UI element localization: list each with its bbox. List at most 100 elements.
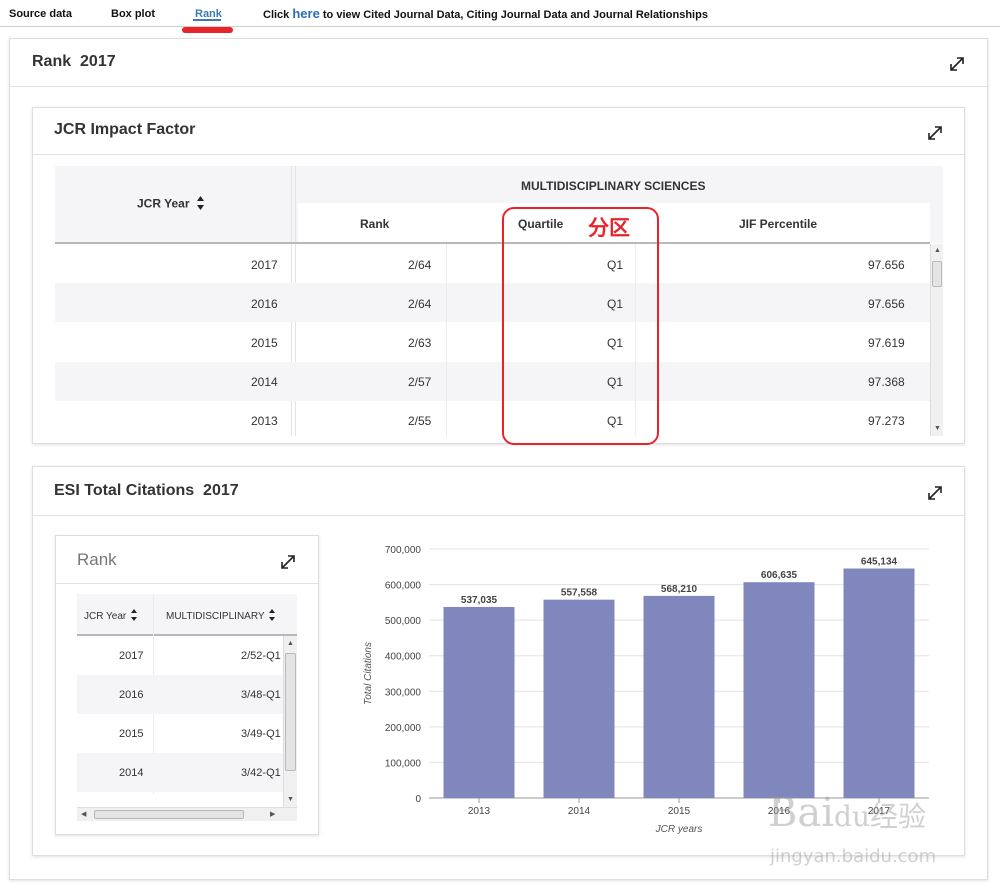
scrollbar-thumb[interactable]: [94, 810, 244, 819]
row-stripe: [77, 753, 283, 792]
rank-year-text: 2017: [80, 53, 116, 70]
sort-icon[interactable]: [268, 608, 276, 625]
tab-source-data[interactable]: Source data: [9, 8, 72, 20]
row-year: 2014: [119, 767, 144, 779]
x-tick-label: 2015: [668, 806, 691, 817]
col-jif-percentile[interactable]: JIF Percentile: [739, 217, 818, 231]
y-tick-label: 300,000: [385, 687, 422, 698]
baidu-watermark-logo: Baidu经验: [768, 790, 926, 836]
row-year: 2014: [251, 375, 278, 389]
scroll-right-icon[interactable]: ▶: [270, 811, 276, 818]
y-tick-label: 600,000: [385, 581, 422, 592]
scrollbar-thumb[interactable]: [932, 261, 942, 287]
data-label: 606,635: [761, 570, 798, 581]
col-multidisciplinary-label: MULTIDISCIPLINARY: [166, 611, 265, 623]
expand-icon[interactable]: [927, 485, 943, 501]
watermark-brand2: du: [834, 800, 871, 833]
quartile-highlight-box: [502, 207, 659, 445]
column-divider: [635, 244, 636, 436]
tab-box-plot[interactable]: Box plot: [111, 8, 155, 20]
row-percentile: 97.656: [868, 297, 905, 311]
row-rank: 2/57: [408, 375, 432, 389]
row-value: 3/48-Q1: [241, 689, 281, 701]
row-value: 3/42-Q1: [241, 767, 281, 779]
x-axis-label: JCR years: [655, 824, 703, 835]
expand-icon[interactable]: [280, 554, 296, 570]
col-multidisciplinary[interactable]: MULTIDISCIPLINARY: [166, 608, 276, 625]
col-quartile[interactable]: Quartile: [518, 217, 564, 231]
col-jcr-year-label: JCR Year: [137, 196, 190, 211]
bar-2015: [643, 595, 715, 798]
row-year: 2015: [251, 336, 278, 350]
esi-year-text: 2017: [203, 482, 239, 499]
bar-2013: [443, 606, 515, 798]
y-axis-label: Total Citations: [363, 642, 374, 705]
watermark-url: jingyan.baidu.com: [770, 846, 937, 867]
esi-rank-panel: Rank JCR Year MULTIDISCIPLINARY 2017 2/5…: [55, 535, 319, 835]
vertical-scrollbar[interactable]: ▲ ▼: [283, 636, 297, 807]
row-rank: 2/55: [408, 414, 432, 428]
divider: [33, 515, 964, 516]
x-tick-label: 2017: [868, 806, 891, 817]
bar-2014: [543, 599, 615, 798]
row-year: 2013: [251, 414, 278, 428]
sort-icon[interactable]: [196, 195, 205, 214]
scroll-down-icon[interactable]: ▼: [934, 425, 941, 432]
rank-title-text: Rank: [32, 53, 72, 70]
row-year: 2016: [119, 689, 144, 701]
row-stripe: [55, 362, 930, 401]
y-tick-label: 200,000: [385, 723, 422, 734]
row-value: 3/49-Q1: [241, 728, 281, 740]
col-jcr-year[interactable]: JCR Year: [84, 608, 138, 625]
scroll-up-icon[interactable]: ▲: [287, 640, 294, 647]
data-label: 557,558: [561, 588, 598, 599]
data-label: 568,210: [661, 584, 698, 595]
col-rank[interactable]: Rank: [360, 217, 390, 231]
column-divider: [446, 244, 447, 436]
expand-icon[interactable]: [927, 125, 943, 141]
row-value: 2/52-Q1: [241, 650, 281, 662]
x-tick-label: 2014: [568, 806, 591, 817]
watermark-brand3: 经验: [870, 800, 927, 833]
row-rank: 2/64: [408, 297, 432, 311]
row-year: 2015: [119, 728, 144, 740]
vertical-scrollbar[interactable]: ▲ ▼: [930, 244, 943, 436]
expand-icon[interactable]: [949, 56, 965, 72]
x-tick-label: 2016: [768, 806, 791, 817]
row-percentile: 97.273: [868, 414, 905, 428]
y-tick-label: 400,000: [385, 652, 422, 663]
scroll-up-icon[interactable]: ▲: [934, 247, 941, 254]
y-tick-label: 700,000: [385, 545, 422, 556]
divider: [10, 86, 987, 87]
y-tick-label: 500,000: [385, 616, 422, 627]
col-jcr-year[interactable]: JCR Year: [137, 195, 205, 214]
tab-rank[interactable]: Rank: [195, 8, 222, 20]
horizontal-scrollbar[interactable]: ◀ ▶: [77, 807, 297, 821]
total-citations-bar-chart: 0 100,000 200,000 300,000 400,000 500,000 600,…: [363, 545, 929, 835]
row-rank: 2/63: [408, 336, 432, 350]
bar-2016: [743, 582, 815, 798]
scroll-down-icon[interactable]: ▼: [287, 796, 294, 803]
jcr-impact-factor-panel: JCR Impact Factor JCR Year MULTIDISCIPLI…: [32, 107, 965, 445]
bar-2017: [843, 568, 915, 798]
red-highlight-mark: [182, 27, 233, 33]
group-header: MULTIDISCIPLINARY SCIENCES: [521, 179, 706, 193]
active-tab-indicator: [193, 19, 221, 21]
esi-title-text: ESI Total Citations: [54, 482, 195, 499]
here-link[interactable]: here: [292, 6, 320, 21]
row-year: 2017: [251, 258, 278, 272]
row-percentile: 97.368: [868, 375, 905, 389]
row-quartile: Q1: [607, 297, 624, 311]
watermark-brand: Bai: [768, 790, 835, 836]
scroll-left-icon[interactable]: ◀: [81, 811, 87, 818]
divider: [56, 583, 318, 584]
row-percentile: 97.619: [868, 336, 905, 350]
col-jcr-year-label: JCR Year: [84, 611, 127, 623]
link-prefix-text: Click: [263, 9, 290, 21]
esi-total-citations-panel: ESI Total Citations 2017 Rank JCR Year M…: [32, 466, 965, 856]
scrollbar-thumb[interactable]: [285, 653, 296, 771]
row-year: 2016: [251, 297, 278, 311]
divider: [33, 154, 964, 155]
sort-icon[interactable]: [130, 608, 138, 625]
row-quartile: Q1: [607, 414, 624, 428]
